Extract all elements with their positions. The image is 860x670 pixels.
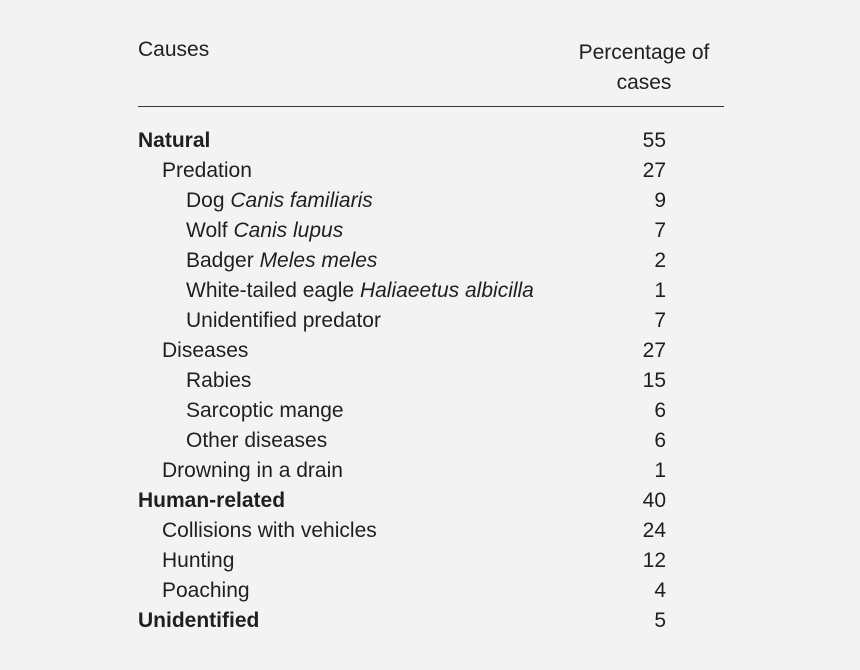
cause-name: Hunting xyxy=(162,549,235,572)
table-header: Causes Percentage of cases xyxy=(138,36,724,107)
table-row: White-tailed eagle Haliaeetus albicilla 1 xyxy=(138,276,724,306)
row-percentage: 12 xyxy=(642,549,666,572)
row-label: Predation xyxy=(162,156,252,186)
table-row: Diseases 27 xyxy=(138,336,724,366)
header-percentage: Percentage of cases xyxy=(578,41,710,94)
cause-name: Predation xyxy=(162,159,252,182)
row-label: Diseases xyxy=(162,336,248,366)
row-percentage: 15 xyxy=(642,369,666,392)
cause-name: Collisions with vehicles xyxy=(162,519,377,542)
table-row: Wolf Canis lupus 7 xyxy=(138,216,724,246)
row-percentage: 1 xyxy=(654,279,666,302)
causes-table: Causes Percentage of cases Natural 55 Pred… xyxy=(138,36,724,636)
row-percentage: 6 xyxy=(654,399,666,422)
scientific-name: Haliaeetus albicilla xyxy=(359,279,534,302)
cause-name: Badger xyxy=(186,249,254,272)
cause-name: Natural xyxy=(138,129,211,152)
row-percentage: 27 xyxy=(642,339,666,362)
row-percentage: 7 xyxy=(654,309,666,332)
cause-name: Human-related xyxy=(138,489,286,512)
row-percentage: 1 xyxy=(654,459,666,482)
row-label: Unidentified xyxy=(138,606,259,636)
table-row: Collisions with vehicles 24 xyxy=(138,516,724,546)
cause-name: Poaching xyxy=(162,579,250,602)
scientific-name: Canis familiaris xyxy=(230,189,373,212)
cause-name: Diseases xyxy=(162,339,249,362)
row-percentage: 2 xyxy=(654,249,666,272)
row-label: Sarcoptic mange xyxy=(186,396,344,426)
table-row: Poaching 4 xyxy=(138,576,724,606)
cause-name: Unidentified xyxy=(138,609,260,632)
cause-name: Sarcoptic mange xyxy=(186,399,344,422)
table-row: Sarcoptic mange 6 xyxy=(138,396,724,426)
table-row: Rabies 15 xyxy=(138,366,724,396)
row-label: Other diseases xyxy=(186,426,327,456)
row-label: Drowning in a drain xyxy=(162,456,343,486)
row-percentage: 40 xyxy=(642,489,666,512)
row-percentage: 7 xyxy=(654,219,666,242)
table-row: Predation 27 xyxy=(138,156,724,186)
table-row: Unidentified predator 7 xyxy=(138,306,724,336)
table-row: Hunting 12 xyxy=(138,546,724,576)
table-row: Dog Canis familiaris 9 xyxy=(138,186,724,216)
row-label: Poaching xyxy=(162,576,250,606)
cause-name: Rabies xyxy=(186,369,252,392)
row-label: White-tailed eagle Haliaeetus albicilla xyxy=(186,276,534,306)
row-percentage: 5 xyxy=(654,609,666,632)
row-label: Natural xyxy=(138,126,210,156)
row-label: Dog Canis familiaris xyxy=(186,186,373,216)
table-row: Badger Meles meles 2 xyxy=(138,246,724,276)
table-row: Drowning in a drain 1 xyxy=(138,456,724,486)
scientific-name: Meles meles xyxy=(259,249,378,272)
scientific-name: Canis lupus xyxy=(233,219,344,242)
row-percentage: 9 xyxy=(654,189,666,212)
row-percentage: 6 xyxy=(654,429,666,452)
row-percentage: 24 xyxy=(642,519,666,542)
table-row: Other diseases 6 xyxy=(138,426,724,456)
cause-name: Drowning in a drain xyxy=(162,459,343,482)
row-percentage: 55 xyxy=(642,129,666,152)
row-label: Badger Meles meles xyxy=(186,246,377,276)
table-row: Unidentified 5 xyxy=(138,606,724,636)
header-causes: Causes xyxy=(138,38,210,61)
row-label: Wolf Canis lupus xyxy=(186,216,343,246)
table-row: Natural 55 xyxy=(138,126,724,156)
row-label: Hunting xyxy=(162,546,234,576)
cause-name: Wolf xyxy=(186,219,228,242)
table-row: Human-related 40 xyxy=(138,486,724,516)
cause-name: Unidentified predator xyxy=(186,309,381,332)
row-label: Unidentified predator xyxy=(186,306,381,336)
cause-name: White-tailed eagle xyxy=(186,279,355,302)
cause-name: Dog xyxy=(186,189,225,212)
row-percentage: 4 xyxy=(654,579,666,602)
cause-name: Other diseases xyxy=(186,429,328,452)
row-label: Collisions with vehicles xyxy=(162,516,377,546)
row-percentage: 27 xyxy=(642,159,666,182)
table-body: Natural 55 Predation 27 Dog Canis familiaris… xyxy=(138,126,724,636)
row-label: Human-related xyxy=(138,486,285,516)
row-label: Rabies xyxy=(186,366,251,396)
